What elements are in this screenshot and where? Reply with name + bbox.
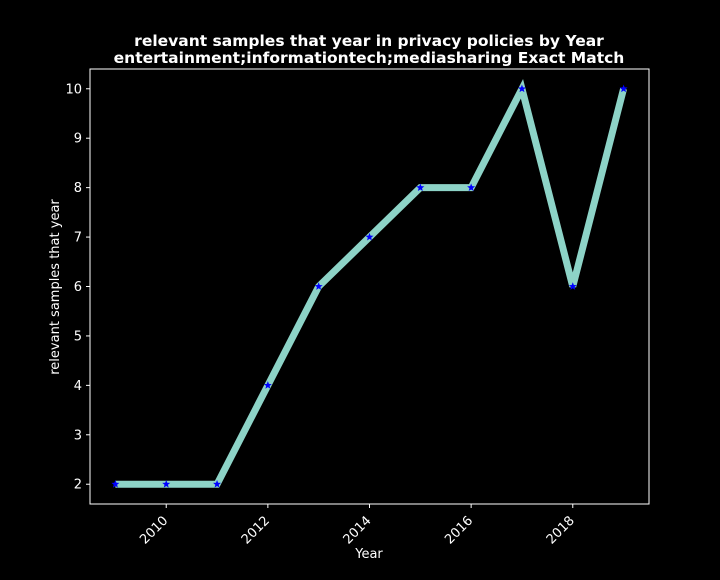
data-point-marker <box>416 183 425 192</box>
series-layer <box>115 78 627 488</box>
y-tick-label: 6 <box>74 280 82 295</box>
y-tick-label: 2 <box>74 478 82 493</box>
data-point-marker <box>162 480 171 488</box>
x-tick-label: 2014 <box>341 513 375 547</box>
y-tick-label: 7 <box>74 231 82 246</box>
data-point-marker <box>314 282 323 290</box>
data-point-marker <box>568 282 577 290</box>
data-point-marker <box>517 84 526 93</box>
data-point-marker <box>111 480 120 488</box>
x-tick-label: 2016 <box>442 513 476 547</box>
axis-ticks: 2 3 4 5 6 7 8 9 10 2010 2012 2014 2016 2018 <box>65 82 577 547</box>
data-point-marker <box>365 232 374 241</box>
x-axis-label: Year <box>354 547 383 562</box>
y-tick-label: 5 <box>74 329 82 344</box>
y-tick-label: 8 <box>74 181 82 196</box>
data-point-marker <box>263 381 272 389</box>
data-point-marker <box>467 183 476 192</box>
data-point-marker <box>213 480 222 488</box>
series-line <box>115 78 627 488</box>
y-tick-label: 10 <box>65 82 82 97</box>
chart-title-line-2: entertainment;informationtech;mediashari… <box>114 49 625 67</box>
chart-title-line-1: relevant samples that year in privacy po… <box>134 32 604 50</box>
y-tick-label: 4 <box>74 379 82 394</box>
data-point-marker <box>619 84 628 93</box>
x-tick-label: 2012 <box>239 513 273 547</box>
markers-layer <box>111 84 628 488</box>
x-tick-label: 2010 <box>137 513 171 547</box>
y-tick-label: 3 <box>74 428 82 443</box>
y-axis-label: relevant samples that year <box>48 199 63 375</box>
x-tick-label: 2018 <box>544 513 578 547</box>
plot-frame <box>89 68 650 505</box>
y-tick-label: 9 <box>74 132 82 147</box>
